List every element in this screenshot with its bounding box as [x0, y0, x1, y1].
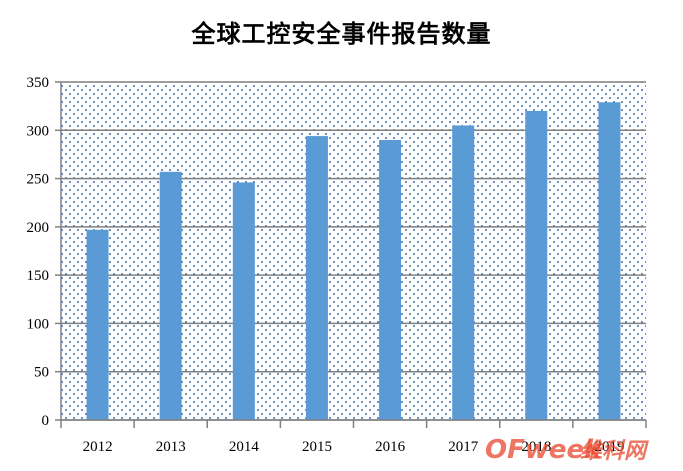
y-tick-labels: 0 50 100 150 200 250 300 350 — [27, 75, 50, 429]
x-tick-label: 2019 — [594, 439, 624, 455]
x-tick-label: 2018 — [521, 439, 551, 455]
bar — [598, 102, 621, 420]
bar — [525, 110, 548, 420]
y-tick-label: 350 — [27, 75, 50, 91]
y-tick-label: 200 — [27, 220, 50, 236]
x-tick-label: 2013 — [156, 439, 186, 455]
x-tick-label: 2017 — [448, 439, 479, 455]
y-tick-label: 100 — [27, 316, 50, 332]
bar — [305, 136, 328, 420]
x-tick-label: 2016 — [375, 439, 406, 455]
axes — [55, 81, 647, 428]
svg-text:OFweek: OFweek — [485, 435, 603, 465]
bar — [159, 171, 182, 420]
watermark-logo: OFweek 维科网 — [485, 435, 649, 465]
bar — [232, 182, 255, 420]
y-tick-label: 50 — [34, 365, 49, 381]
bar — [452, 125, 475, 420]
y-tick-label: 150 — [27, 268, 50, 284]
svg-text:维科网: 维科网 — [580, 439, 649, 464]
bar — [379, 139, 402, 420]
chart-title: 全球工控安全事件报告数量 — [191, 19, 492, 48]
x-tick-label: 2015 — [302, 439, 332, 455]
plot-area — [61, 82, 646, 420]
x-tick-label: 2014 — [229, 439, 260, 455]
y-tick-label: 250 — [27, 172, 50, 188]
x-tick-labels: 2012 2013 2014 2015 2016 2017 2018 2019 — [83, 439, 625, 455]
bars — [86, 102, 621, 420]
bar — [86, 229, 109, 420]
x-tick-label: 2012 — [83, 439, 113, 455]
y-tick-label: 0 — [42, 413, 50, 429]
y-tick-label: 300 — [27, 123, 50, 139]
